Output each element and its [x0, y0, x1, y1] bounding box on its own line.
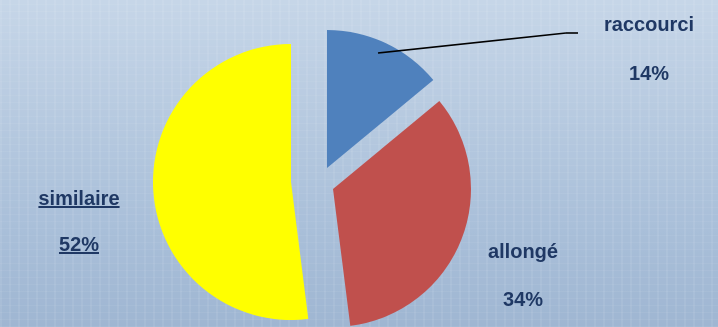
pie-slice-similaire: [152, 43, 309, 320]
label-allonge-value: 34%: [503, 289, 543, 311]
label-raccourci-name: raccourci: [604, 14, 694, 36]
raccourci-leader-line: [377, 32, 567, 54]
pie-slices: [152, 30, 471, 326]
label-similaire-name: similaire: [38, 188, 119, 210]
label-raccourci-value: 14%: [629, 63, 669, 85]
pie-slice-raccourci: [327, 30, 434, 168]
label-allonge-name: allongé: [488, 241, 558, 263]
pie-slice-allonge: [333, 101, 471, 326]
label-similaire-value: 52%: [59, 234, 99, 256]
